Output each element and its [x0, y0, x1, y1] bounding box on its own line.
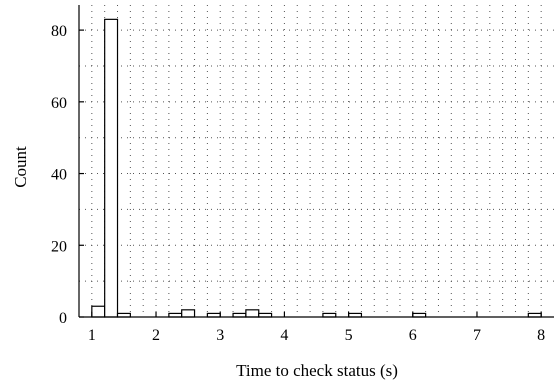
x-tick-label: 4 [280, 327, 288, 344]
histogram-bars [91, 18, 542, 318]
grid-lines [79, 5, 554, 317]
y-tick-label: 60 [51, 95, 67, 112]
y-axis-label: Count [11, 146, 30, 188]
histogram-bar [104, 18, 119, 318]
histogram-bar [91, 305, 106, 318]
x-axis-label: Time to check status (s) [236, 361, 398, 380]
x-tick-label: 6 [409, 327, 417, 344]
x-tick-label: 1 [88, 327, 96, 344]
y-tick-label: 40 [51, 167, 67, 184]
x-tick-label: 5 [345, 327, 353, 344]
x-tick-label: 7 [473, 327, 481, 344]
histogram-bar [181, 309, 196, 318]
x-tick-label: 8 [537, 327, 545, 344]
y-tick-label: 80 [51, 23, 67, 40]
histogram-bar [245, 309, 260, 318]
axes [78, 5, 554, 318]
y-tick-label: 20 [51, 238, 67, 255]
x-tick-label: 3 [216, 327, 224, 344]
y-tick-label: 0 [59, 310, 67, 327]
x-tick-label: 2 [152, 327, 160, 344]
